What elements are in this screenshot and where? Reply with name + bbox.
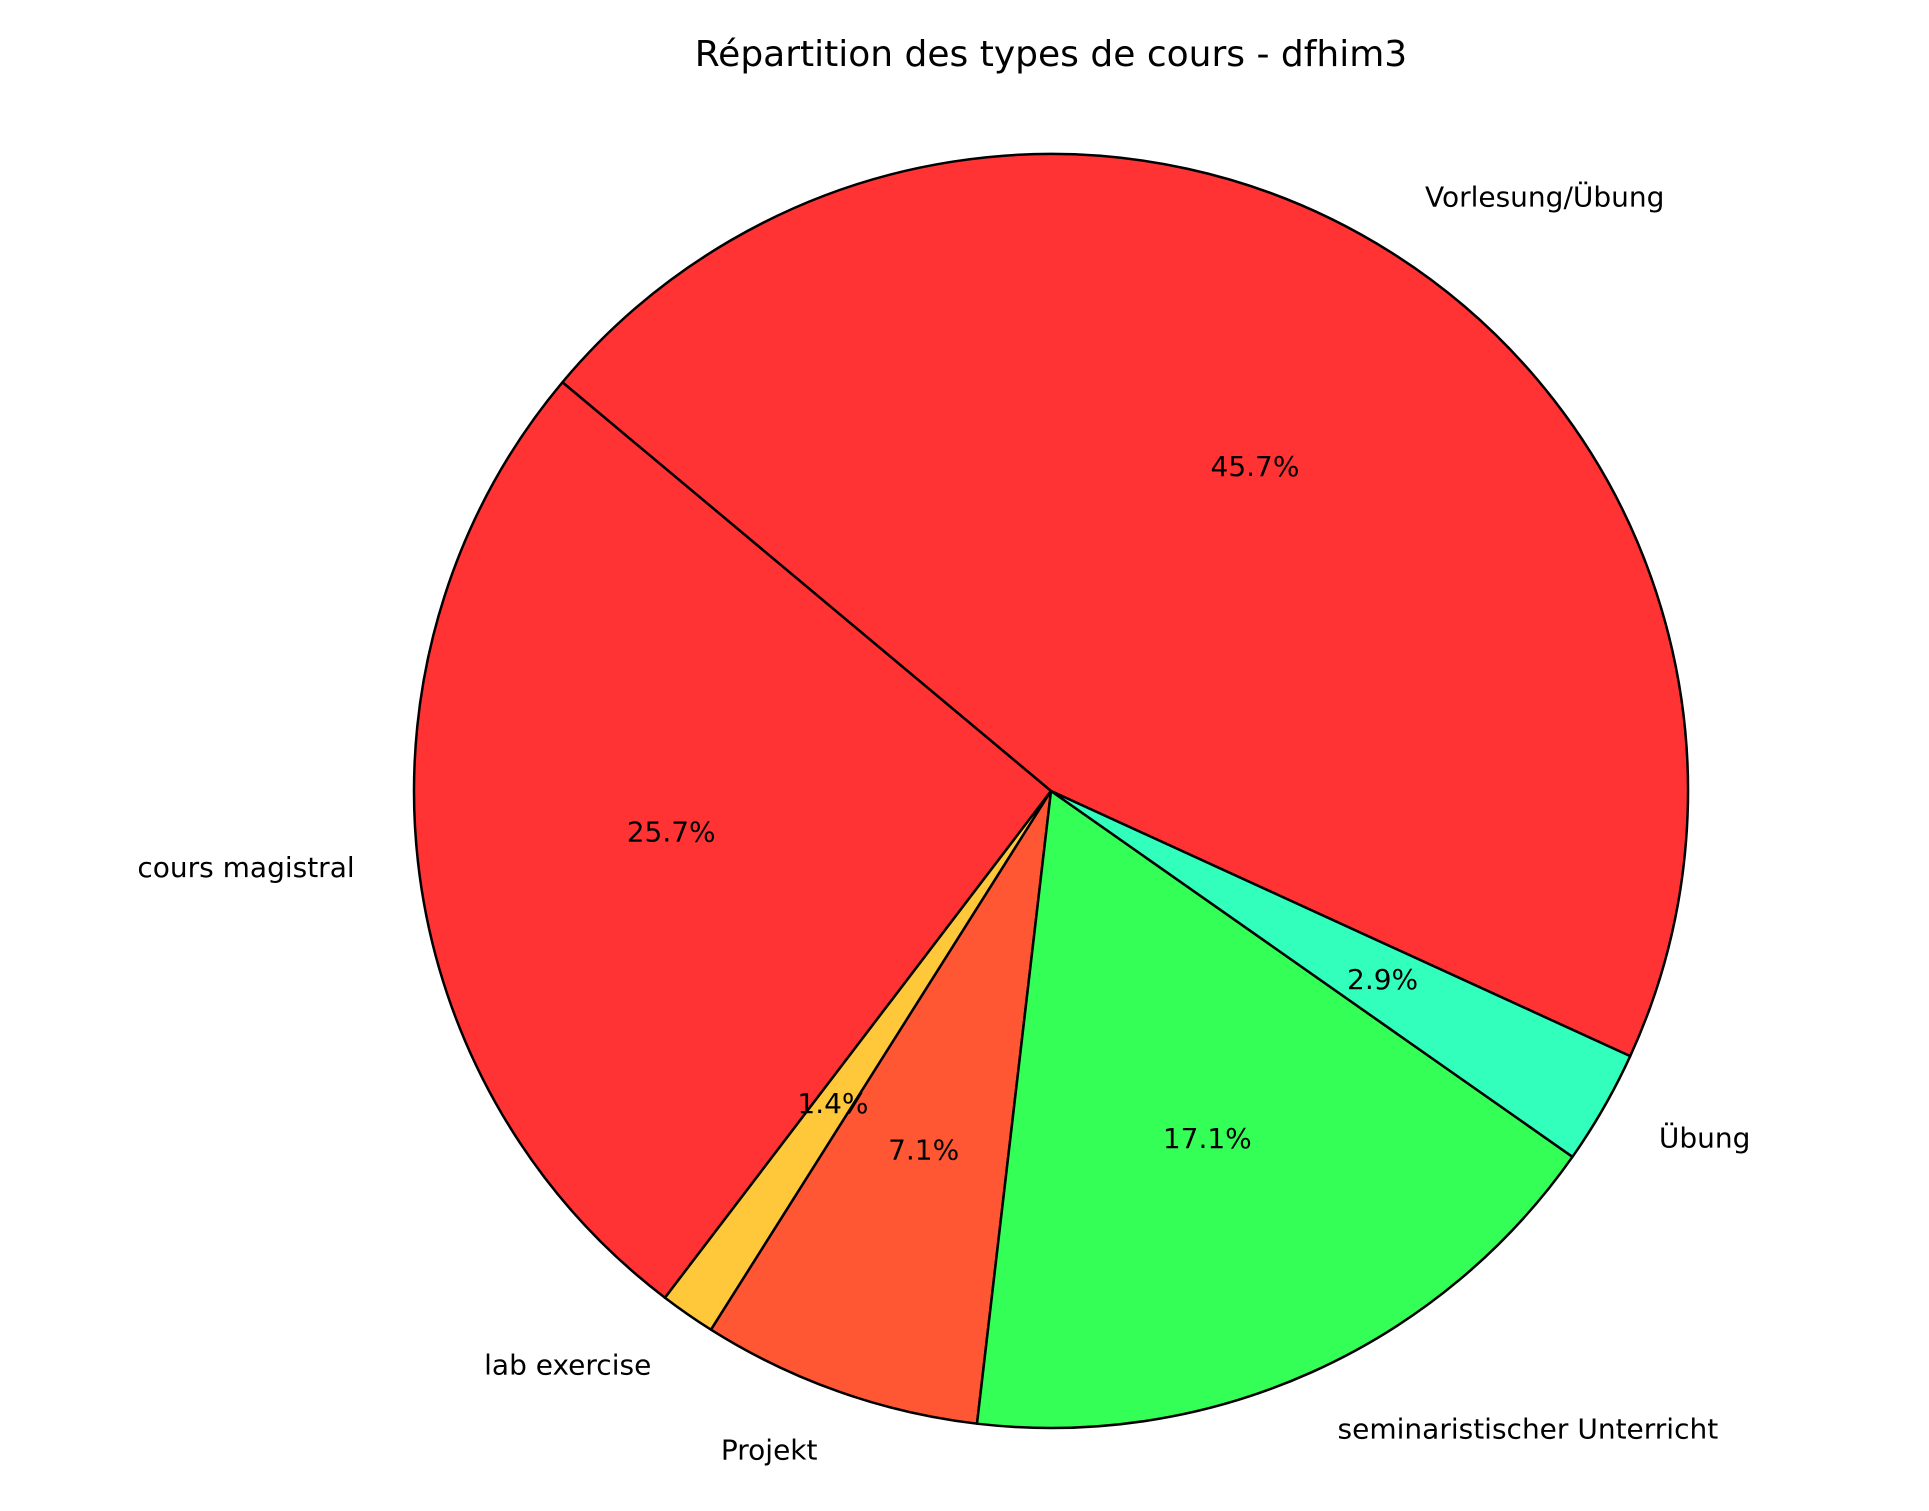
value-label: 7.1%: [888, 1133, 959, 1166]
value-label: 25.7%: [627, 816, 716, 849]
value-label: 1.4%: [797, 1087, 868, 1120]
value-label: 45.7%: [1211, 450, 1300, 483]
pie-slice: [561, 152, 1690, 1058]
pie-slice: [1049, 789, 1632, 1159]
slice-label: seminaristischer Unterricht: [1338, 1412, 1719, 1445]
value-label: 17.1%: [1163, 1122, 1252, 1155]
pie-slice: [412, 381, 1053, 1299]
slice-label: Übung: [1659, 1120, 1751, 1154]
pie-slice: [709, 789, 1053, 1425]
slice-label: Vorlesung/Übung: [1425, 179, 1664, 213]
chart-title: Répartition des types de cours - dfhim3: [695, 34, 1407, 75]
slice-label: lab exercise: [484, 1349, 651, 1382]
pie-slice: [975, 789, 1574, 1430]
slice-label: cours magistral: [137, 851, 354, 884]
value-label: 2.9%: [1347, 963, 1418, 996]
slice-label: Projekt: [721, 1434, 818, 1467]
